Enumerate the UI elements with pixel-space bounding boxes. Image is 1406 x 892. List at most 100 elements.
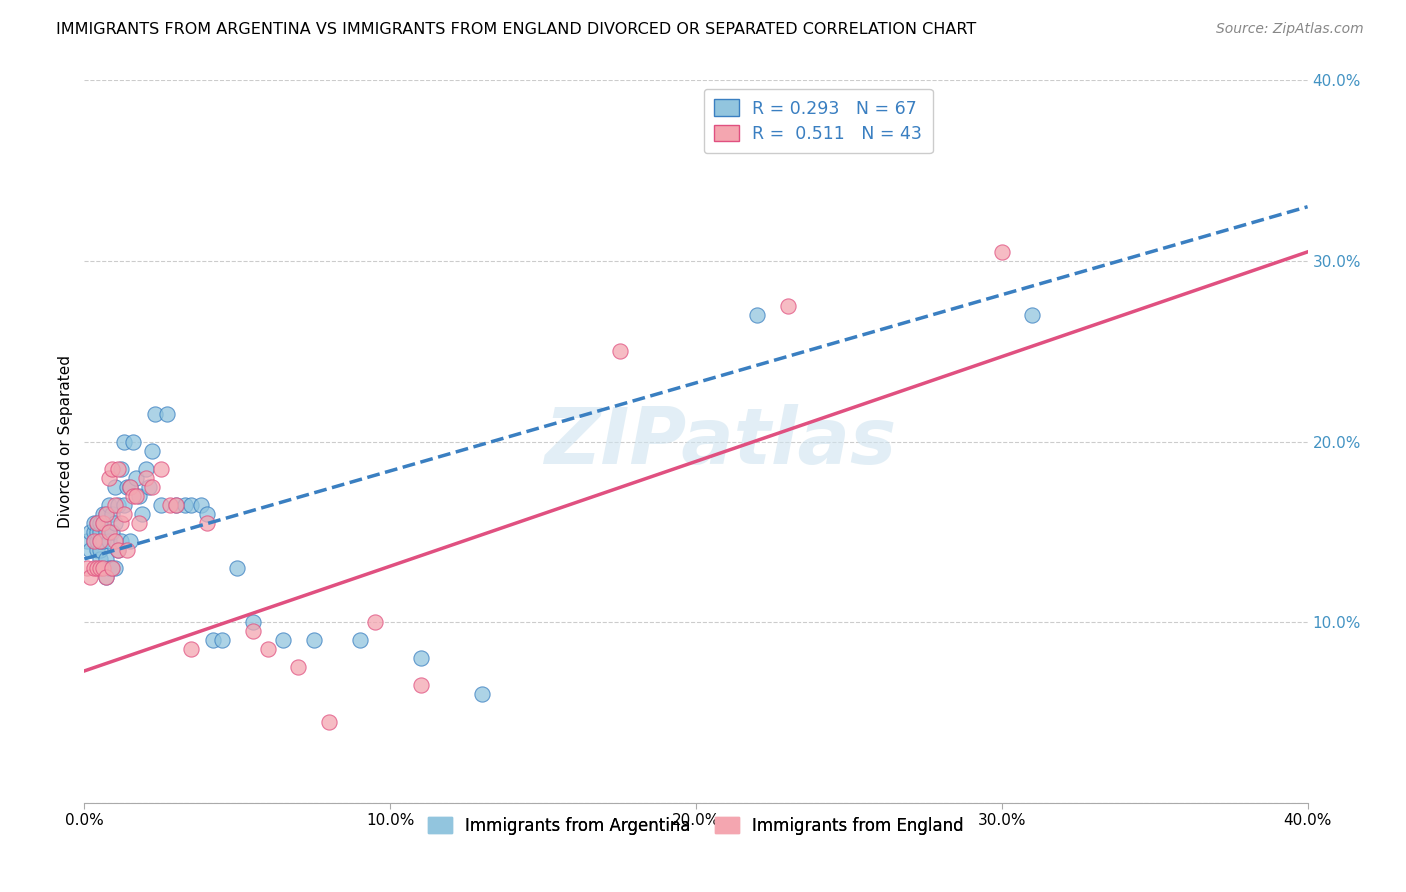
Point bbox=[83, 533, 105, 548]
Point bbox=[141, 480, 163, 494]
Point bbox=[104, 498, 127, 512]
Point bbox=[271, 633, 294, 648]
Point bbox=[89, 533, 111, 548]
Point bbox=[86, 542, 108, 557]
Point bbox=[97, 471, 120, 485]
Point bbox=[91, 507, 114, 521]
Point bbox=[104, 561, 127, 575]
Point bbox=[115, 542, 138, 557]
Point bbox=[149, 461, 172, 475]
Point bbox=[257, 642, 280, 657]
Point bbox=[190, 498, 212, 512]
Point bbox=[91, 561, 114, 575]
Point bbox=[83, 561, 105, 575]
Point bbox=[79, 570, 101, 584]
Text: Source: ZipAtlas.com: Source: ZipAtlas.com bbox=[1216, 22, 1364, 37]
Point bbox=[89, 524, 111, 539]
Point bbox=[122, 434, 145, 449]
Point bbox=[101, 561, 124, 575]
Point bbox=[83, 524, 105, 539]
Point bbox=[135, 461, 157, 475]
Point bbox=[125, 489, 148, 503]
Point bbox=[128, 489, 150, 503]
Point bbox=[94, 507, 117, 521]
Text: IMMIGRANTS FROM ARGENTINA VS IMMIGRANTS FROM ENGLAND DIVORCED OR SEPARATED CORRE: IMMIGRANTS FROM ARGENTINA VS IMMIGRANTS … bbox=[56, 22, 977, 37]
Point bbox=[143, 408, 166, 422]
Legend: Immigrants from Argentina, Immigrants from England: Immigrants from Argentina, Immigrants fr… bbox=[422, 810, 970, 841]
Point bbox=[128, 516, 150, 530]
Point bbox=[91, 533, 114, 548]
Point bbox=[747, 308, 769, 322]
Point bbox=[91, 516, 114, 530]
Point bbox=[242, 624, 264, 639]
Point bbox=[409, 678, 432, 692]
Point bbox=[97, 524, 120, 539]
Point bbox=[195, 516, 218, 530]
Point bbox=[76, 561, 98, 575]
Point bbox=[141, 443, 163, 458]
Point bbox=[89, 516, 111, 530]
Point bbox=[120, 533, 142, 548]
Point bbox=[165, 498, 187, 512]
Point bbox=[180, 642, 202, 657]
Point bbox=[97, 561, 120, 575]
Point bbox=[101, 561, 124, 575]
Point bbox=[138, 480, 160, 494]
Point bbox=[83, 516, 105, 530]
Point bbox=[110, 533, 132, 548]
Point bbox=[110, 461, 132, 475]
Point bbox=[86, 533, 108, 548]
Point bbox=[101, 524, 124, 539]
Point bbox=[89, 561, 111, 575]
Point bbox=[89, 533, 111, 548]
Point bbox=[776, 299, 799, 313]
Point bbox=[94, 507, 117, 521]
Point bbox=[86, 516, 108, 530]
Text: ZIPatlas: ZIPatlas bbox=[544, 403, 897, 480]
Point bbox=[318, 714, 340, 729]
Point bbox=[409, 651, 432, 665]
Point bbox=[101, 461, 124, 475]
Point bbox=[112, 498, 135, 512]
Point bbox=[115, 480, 138, 494]
Point bbox=[991, 244, 1014, 259]
Point bbox=[104, 516, 127, 530]
Point bbox=[165, 498, 187, 512]
Point bbox=[201, 633, 224, 648]
Point bbox=[174, 498, 197, 512]
Point bbox=[149, 498, 172, 512]
Point bbox=[107, 542, 129, 557]
Point bbox=[101, 507, 124, 521]
Point bbox=[79, 542, 101, 557]
Point bbox=[242, 615, 264, 630]
Point bbox=[125, 471, 148, 485]
Point bbox=[94, 524, 117, 539]
Point bbox=[135, 471, 157, 485]
Point bbox=[287, 660, 309, 674]
Point bbox=[120, 480, 142, 494]
Point bbox=[107, 461, 129, 475]
Point bbox=[94, 570, 117, 584]
Point bbox=[180, 498, 202, 512]
Point bbox=[89, 542, 111, 557]
Point bbox=[302, 633, 325, 648]
Point bbox=[471, 687, 494, 701]
Point bbox=[104, 480, 127, 494]
Point bbox=[110, 516, 132, 530]
Point bbox=[104, 533, 127, 548]
Point bbox=[91, 561, 114, 575]
Point bbox=[107, 498, 129, 512]
Point bbox=[131, 507, 153, 521]
Point bbox=[91, 516, 114, 530]
Point bbox=[609, 344, 631, 359]
Y-axis label: Divorced or Separated: Divorced or Separated bbox=[58, 355, 73, 528]
Point bbox=[86, 524, 108, 539]
Point bbox=[89, 552, 111, 566]
Point bbox=[195, 507, 218, 521]
Point bbox=[94, 570, 117, 584]
Point bbox=[107, 542, 129, 557]
Point bbox=[97, 533, 120, 548]
Point bbox=[122, 489, 145, 503]
Point bbox=[97, 498, 120, 512]
Point bbox=[94, 552, 117, 566]
